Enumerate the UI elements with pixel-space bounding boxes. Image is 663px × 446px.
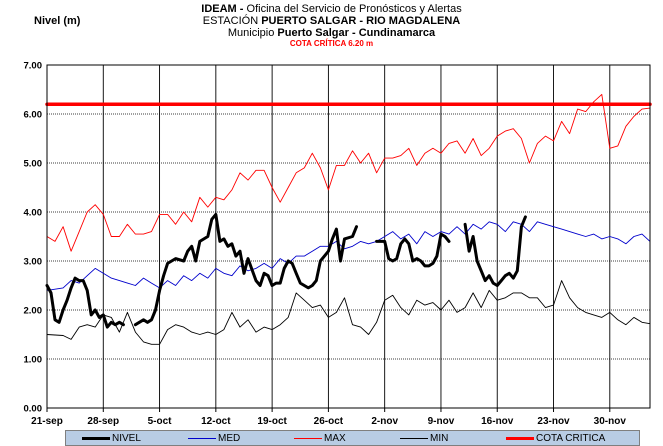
- municipality-prefix: Municipio: [227, 27, 278, 39]
- y-tick-label: 7.00: [24, 61, 43, 72]
- y-tick-label: 4.00: [24, 208, 43, 219]
- chart-title-line-2: ESTACIÓN PUERTO SALGAR - RIO MAGDALENA: [0, 15, 663, 27]
- y-tick-label: 5.00: [24, 159, 43, 170]
- station-name: PUERTO SALGAR - RIO MAGDALENA: [261, 15, 461, 27]
- legend-swatch: [82, 436, 110, 440]
- series-line-nivel: [463, 215, 527, 287]
- tick-labels: 0.00 1.00 2.00 3.00 4.00 5.00 6.00 7.00 21-sep 28…: [24, 61, 627, 428]
- y-tick-label: 6.00: [24, 110, 43, 121]
- x-tick-label: 28-sep: [87, 416, 119, 427]
- legend-swatch: [400, 437, 428, 439]
- axes: [46, 64, 651, 412]
- x-tick-label: 12-oct: [201, 416, 231, 427]
- legend-item: COTA CRITICA: [506, 432, 605, 446]
- x-tick-label: 16-nov: [481, 416, 514, 427]
- legend: NIVEL MED MAX MIN COTA CRITICA: [65, 430, 640, 446]
- x-tick-label: 21-sep: [31, 416, 63, 427]
- org-name: IDEAM -: [201, 3, 244, 15]
- legend-label: MAX: [324, 433, 346, 444]
- y-axis-title: Nivel (m): [34, 15, 81, 27]
- level-chart: 0.00 1.00 2.00 3.00 4.00 5.00 6.00 7.00 21-sep 28…: [24, 61, 652, 428]
- municipality-name: Puerto Salgar - Cundinamarca: [277, 27, 436, 39]
- x-tick-label: 9-nov: [428, 416, 455, 427]
- legend-swatch: [188, 437, 216, 439]
- legend-label: MIN: [430, 433, 449, 444]
- series-line-nivel: [45, 276, 125, 329]
- legend-item: MIN: [400, 432, 448, 446]
- series-line-nivel: [375, 232, 451, 268]
- legend-label: COTA CRITICA: [536, 433, 606, 444]
- series-line-nivel: [133, 212, 358, 327]
- legend-item: NIVEL: [82, 432, 141, 446]
- legend-item: MED: [188, 432, 240, 446]
- station-prefix: ESTACIÓN: [202, 15, 262, 27]
- x-tick-label: 19-oct: [257, 416, 287, 427]
- x-tick-label: 5-oct: [148, 416, 173, 427]
- series-line-min: [46, 280, 651, 345]
- series-line-med: [46, 221, 651, 291]
- x-tick-label: 26-oct: [314, 416, 344, 427]
- chart-title-line-3: Municipio Puerto Salgar - Cundinamarca: [0, 27, 663, 39]
- legend-item: MAX: [294, 432, 346, 446]
- legend-label: MED: [218, 433, 241, 444]
- y-tick-label: 0.00: [24, 404, 43, 415]
- series-line-max: [46, 93, 651, 252]
- y-tick-label: 3.00: [24, 257, 43, 268]
- x-tick-label: 23-nov: [537, 416, 570, 427]
- legend-label: NIVEL: [112, 433, 141, 444]
- plot-frame: [46, 64, 651, 409]
- y-tick-label: 2.00: [24, 306, 43, 317]
- legend-swatch: [294, 437, 322, 439]
- org-subtitle: Oficina del Servicio de Pronósticos y Al…: [243, 3, 462, 15]
- series-group: [45, 93, 652, 345]
- x-tick-label: 2-nov: [371, 416, 398, 427]
- chart-title-line-1: IDEAM - Oficina del Servicio de Pronósti…: [0, 3, 663, 15]
- x-tick-label: 30-nov: [594, 416, 627, 427]
- y-tick-label: 1.00: [24, 355, 43, 366]
- legend-swatch: [506, 436, 534, 440]
- threshold-label: COTA CRÍTICA 6.20 m: [289, 39, 374, 48]
